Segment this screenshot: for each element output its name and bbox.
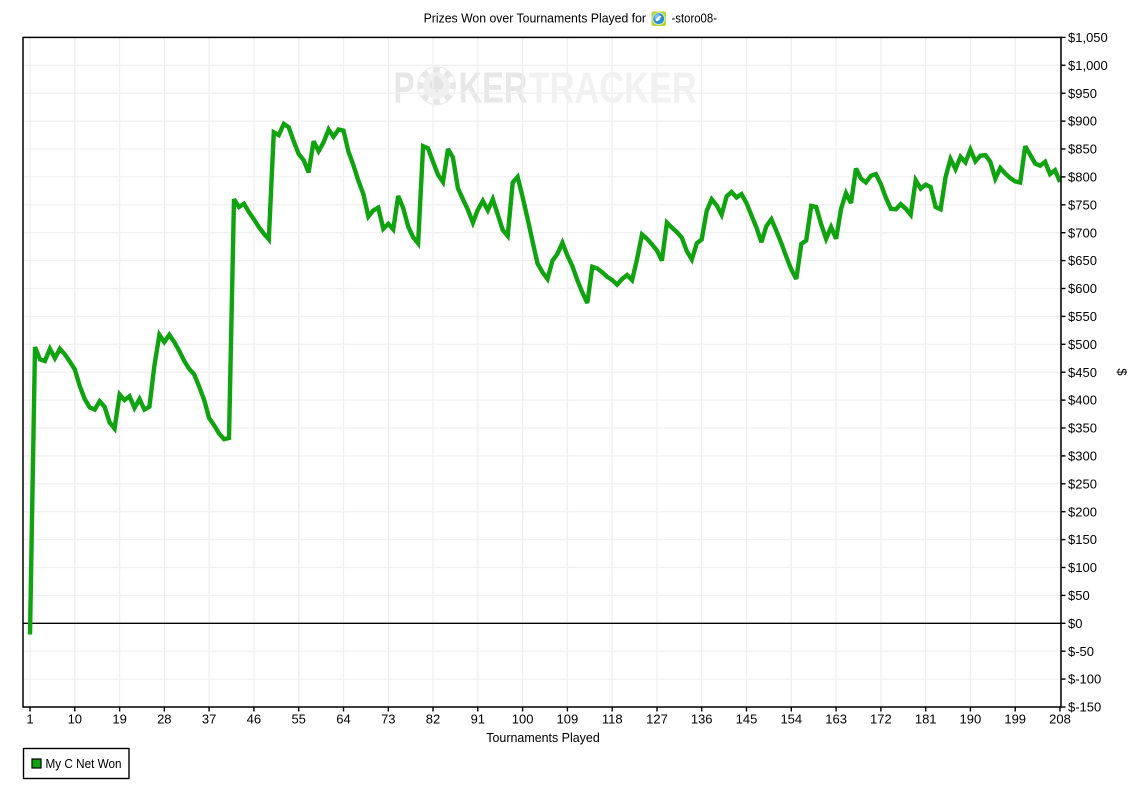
svg-text:$750: $750 (1068, 197, 1097, 212)
svg-text:KER: KER (459, 64, 528, 113)
svg-text:$600: $600 (1068, 281, 1097, 296)
svg-text:19: 19 (112, 712, 126, 727)
svg-text:100: 100 (512, 712, 534, 727)
svg-text:$500: $500 (1068, 337, 1097, 352)
svg-text:1: 1 (26, 712, 33, 727)
svg-text:10: 10 (68, 712, 82, 727)
svg-text:$150: $150 (1068, 532, 1097, 547)
svg-text:136: 136 (691, 712, 713, 727)
svg-text:$250: $250 (1068, 476, 1097, 491)
svg-text:$800: $800 (1068, 170, 1097, 185)
svg-text:Tournaments Played: Tournaments Played (486, 730, 600, 745)
svg-text:$0: $0 (1068, 616, 1082, 631)
svg-text:$850: $850 (1068, 142, 1097, 157)
svg-text:28: 28 (157, 712, 171, 727)
svg-text:$-150: $-150 (1068, 700, 1101, 715)
svg-text:208: 208 (1049, 712, 1071, 727)
svg-text:163: 163 (825, 712, 847, 727)
svg-text:$300: $300 (1068, 449, 1097, 464)
svg-text:46: 46 (247, 712, 261, 727)
svg-text:$1,000: $1,000 (1068, 58, 1108, 73)
svg-text:190: 190 (960, 712, 982, 727)
svg-text:$-50: $-50 (1068, 644, 1094, 659)
svg-text:P: P (394, 65, 415, 113)
svg-text:Prizes Won over Tournaments Pl: Prizes Won over Tournaments Played for (424, 11, 647, 26)
svg-text:$: $ (1115, 368, 1130, 376)
svg-text:$400: $400 (1068, 393, 1097, 408)
svg-text:$350: $350 (1068, 421, 1097, 436)
svg-text:$1,050: $1,050 (1068, 30, 1108, 45)
svg-text:37: 37 (202, 712, 216, 727)
svg-text:$900: $900 (1068, 114, 1097, 129)
svg-text:82: 82 (426, 712, 440, 727)
svg-text:91: 91 (471, 712, 485, 727)
svg-text:$700: $700 (1068, 225, 1097, 240)
svg-text:$450: $450 (1068, 365, 1097, 380)
svg-text:$950: $950 (1068, 86, 1097, 101)
svg-text:$50: $50 (1068, 588, 1090, 603)
svg-text:$200: $200 (1068, 504, 1097, 519)
svg-text:$100: $100 (1068, 560, 1097, 575)
svg-text:64: 64 (336, 712, 350, 727)
svg-text:73: 73 (381, 712, 395, 727)
svg-text:118: 118 (602, 712, 623, 727)
svg-text:$-100: $-100 (1068, 672, 1101, 687)
svg-text:181: 181 (915, 712, 937, 727)
svg-text:109: 109 (557, 712, 579, 727)
svg-text:$550: $550 (1068, 309, 1097, 324)
svg-text:154: 154 (780, 712, 802, 727)
svg-text:55: 55 (291, 712, 305, 727)
svg-text:My C Net Won: My C Net Won (46, 756, 122, 771)
svg-text:127: 127 (646, 712, 668, 727)
svg-text:$650: $650 (1068, 253, 1097, 268)
svg-text:145: 145 (736, 712, 758, 727)
svg-text:199: 199 (1004, 712, 1026, 727)
svg-text:-storo08-: -storo08- (672, 11, 718, 26)
svg-text:172: 172 (870, 712, 892, 727)
